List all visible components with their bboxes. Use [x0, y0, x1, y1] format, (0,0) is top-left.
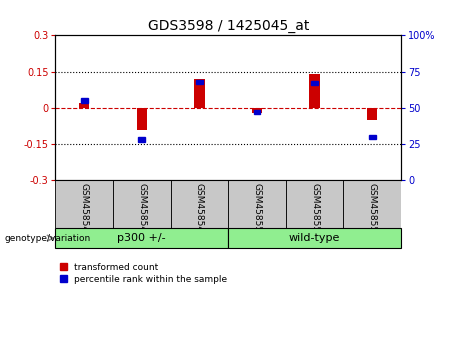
Bar: [55, 180, 113, 228]
Text: GSM458552: GSM458552: [368, 183, 377, 238]
Text: GSM458551: GSM458551: [310, 183, 319, 238]
Bar: [136, 108, 147, 130]
Text: GSM458547: GSM458547: [80, 183, 89, 238]
Bar: [254, 110, 260, 114]
Bar: [194, 79, 205, 108]
Bar: [369, 135, 376, 139]
Bar: [113, 180, 171, 228]
Bar: [343, 180, 401, 228]
Bar: [79, 103, 89, 108]
Bar: [311, 81, 318, 85]
Text: GSM458548: GSM458548: [137, 183, 146, 238]
Title: GDS3598 / 1425045_at: GDS3598 / 1425045_at: [148, 19, 309, 33]
Bar: [138, 137, 145, 142]
Bar: [81, 98, 88, 103]
Text: GSM458549: GSM458549: [195, 183, 204, 238]
Bar: [171, 180, 228, 228]
Bar: [252, 108, 262, 113]
Bar: [367, 108, 378, 120]
Text: GSM458550: GSM458550: [253, 183, 261, 238]
Bar: [286, 180, 343, 228]
Bar: [55, 228, 228, 248]
Bar: [228, 228, 401, 248]
Text: genotype/variation: genotype/variation: [5, 234, 91, 242]
Bar: [196, 80, 203, 84]
Legend: transformed count, percentile rank within the sample: transformed count, percentile rank withi…: [60, 263, 227, 284]
Text: p300 +/-: p300 +/-: [118, 233, 166, 243]
Text: wild-type: wild-type: [289, 233, 340, 243]
Bar: [228, 180, 286, 228]
Bar: [309, 74, 320, 108]
